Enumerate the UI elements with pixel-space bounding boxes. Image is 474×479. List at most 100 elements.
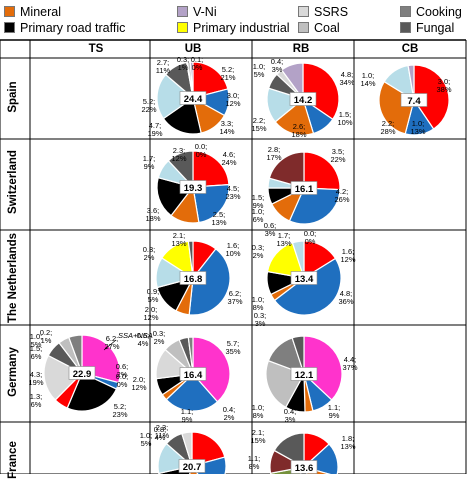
primary-industrial-swatch-icon <box>177 22 188 33</box>
spain-ub-data-label-7: 5.2; 22% <box>141 97 156 114</box>
spain-ub-slice-8 <box>189 61 194 99</box>
germany-ts-center-label: 22.9 <box>73 369 92 380</box>
the-netherlands-rb-data-label-0: 0.3; 2% <box>252 243 265 260</box>
the-netherlands-ub-data-label-3: 6.2; 37% <box>227 289 242 306</box>
spain-ub-data-label-5: 3.3; 14% <box>219 119 234 136</box>
germany-ts-data-label-0: 1.0; 5% <box>30 332 43 349</box>
legend-item-primary-industrial: Primary industrial <box>177 21 290 35</box>
the-netherlands-ub-data-label-2: 1.6; 10% <box>225 241 240 258</box>
primary-road-traffic-swatch-icon <box>4 22 15 33</box>
france-rb-data-label-1: 2.1; 15% <box>250 428 265 445</box>
germany-ub-data-label-5: 2.0; 12% <box>131 375 146 392</box>
the-netherlands-rb-data-label-4: 4.8; 36% <box>338 289 353 306</box>
cooking-swatch-icon <box>400 6 411 17</box>
germany-rb-data-label-1: 1.1; 9% <box>328 403 341 420</box>
the-netherlands-rb-data-label-1: 1.7; 13% <box>276 231 291 248</box>
legend-item-ssrs: SSRS <box>298 5 348 19</box>
spain-rb-slice-0 <box>302 62 340 121</box>
row-label-france: France <box>7 441 19 479</box>
france-ub-center-box <box>178 459 206 473</box>
france-ub-slice-6 <box>181 431 193 467</box>
switzerland-ub-data-label-0: 1.7; 9% <box>143 154 156 171</box>
spain-rb-data-label-3: 1.5; 10% <box>337 110 352 127</box>
spain-rb-center-label: 14.2 <box>294 95 313 106</box>
spain-ub-center-label: 24.4 <box>184 94 203 105</box>
spain-rb-slice-6 <box>280 62 304 101</box>
germany-ub-center-label: 16.4 <box>184 370 203 381</box>
spain-cb-center-box <box>400 93 428 107</box>
spain-cb-data-label-3: 1.0; 14% <box>360 71 375 88</box>
germany-ub-slice-1 <box>165 373 219 412</box>
germany-rb-data-label-2: 0.4; 3% <box>284 407 297 424</box>
france-rb-data-label-0: 1.8; 13% <box>340 434 355 451</box>
switzerland-ub-slice-5 <box>167 150 194 189</box>
france-rb-slice-6 <box>273 432 305 469</box>
switzerland-ub-data-label-3: 4.6; 24% <box>221 150 236 167</box>
spain-cb-data-label-1: 1.0; 13% <box>410 119 425 136</box>
the-netherlands-ub-data-label-1: 0.3; 2% <box>143 245 156 262</box>
ssrs-swatch-icon <box>298 6 309 17</box>
switzerland-rb-data-label-2: 4.2; 26% <box>334 187 349 204</box>
the-netherlands-ub-slice-1 <box>188 248 231 316</box>
spain-ub-slice-4 <box>156 73 194 120</box>
germany-ts-data-label-4: 0.6; 2% <box>116 362 129 379</box>
switzerland-rb-data-label-0: 2.8; 17% <box>266 145 281 162</box>
germany-rb-center-label: 12.1 <box>295 370 314 381</box>
germany-ub-data-label-3: 1.1; 9% <box>181 407 194 424</box>
spain-rb-data-label-0: 1.0; 5% <box>253 62 266 79</box>
spain-ub-data-label-4: 3.0; 12% <box>225 91 240 108</box>
legend: Mineral V-Ni SSRS Cooking Primary road t… <box>0 0 474 38</box>
spain-cb-slice-4 <box>407 64 415 101</box>
germany-ts-center-box <box>68 366 96 380</box>
legend-item-fungal: Fungal <box>400 21 454 35</box>
spain-rb-data-label-2: 4.8; 34% <box>339 70 354 87</box>
spain-cb-data-label-0: 3.0; 38% <box>436 77 451 94</box>
the-netherlands-rb-slice-1 <box>273 257 342 316</box>
germany-ub-data-label-1: 0.3; 2% <box>153 329 166 346</box>
germany-ts-slice-5 <box>43 354 84 401</box>
germany-ts-data-label-5: 0.0; 0% <box>116 372 129 389</box>
germany-rb-slice-0 <box>303 335 343 401</box>
the-netherlands-ub-data-label-4: 0.9; 5% <box>147 287 160 304</box>
spain-rb-slice-2 <box>274 97 315 136</box>
switzerland-ub-data-label-2: 0.0; 0% <box>195 142 208 159</box>
germany-ub-slice-7 <box>187 336 194 375</box>
switzerland-rb-data-label-1: 3.5; 22% <box>330 147 345 164</box>
spain-rb-data-label-4: 2.6; 18% <box>291 122 306 139</box>
spain-cb-data-label-2: 2.2; 28% <box>380 119 395 136</box>
the-netherlands-rb-center-label: 13.4 <box>295 274 314 285</box>
spain-rb-center-box <box>289 92 317 106</box>
france-rb-data-label-2: 1.1; 8% <box>248 454 261 471</box>
the-netherlands-rb-center-box <box>290 271 318 285</box>
switzerland-ub-center-label: 19.3 <box>184 183 203 194</box>
spain-ub-data-label-2: 2.7; 11% <box>156 58 171 75</box>
switzerland-ub-data-label-4: 4.5; 23% <box>225 184 240 201</box>
spain-cb-slice-0 <box>413 64 450 130</box>
switzerland-rb-data-label-3: 1.5; 9% <box>252 193 265 210</box>
the-netherlands-rb-slice-6 <box>291 240 305 279</box>
legend-item-primary-road-traffic: Primary road traffic <box>4 21 125 35</box>
annotation-leader-line <box>103 339 117 351</box>
the-netherlands-ub-center-box <box>179 271 207 285</box>
row-label-germany: Germany <box>7 347 19 397</box>
the-netherlands-rb-data-label-3: 1.6; 12% <box>340 247 355 264</box>
switzerland-rb-center-label: 16.1 <box>295 184 314 195</box>
switzerland-ub-slice-1 <box>192 184 230 224</box>
france-ub-data-label-0: 1.0; 5% <box>140 431 153 448</box>
mineral-swatch-icon <box>4 6 15 17</box>
annotation-ssa-nsa: SSA+NSA <box>118 331 153 340</box>
france-rb-center-label: 13.6 <box>295 463 314 474</box>
france-ub-center-label: 20.7 <box>183 462 202 473</box>
spain-ub-slice-3 <box>162 97 202 135</box>
spain-ub-data-label-0: 0.3; 1% <box>177 55 190 72</box>
switzerland-rb-slice-0 <box>303 151 341 191</box>
france-ub-slice-0 <box>191 431 226 467</box>
germany-ts-data-label-2: 1.5; 6% <box>30 344 43 361</box>
v-ni-swatch-icon <box>177 6 188 17</box>
legend-item-cooking: Cooking <box>400 5 462 19</box>
switzerland-ub-slice-0 <box>192 150 230 188</box>
germany-ub-data-label-2: 5.7; 35% <box>225 339 240 356</box>
legend-item-coal: Coal <box>298 21 340 35</box>
spain-rb-data-label-1: 0.4; 3% <box>271 57 284 74</box>
